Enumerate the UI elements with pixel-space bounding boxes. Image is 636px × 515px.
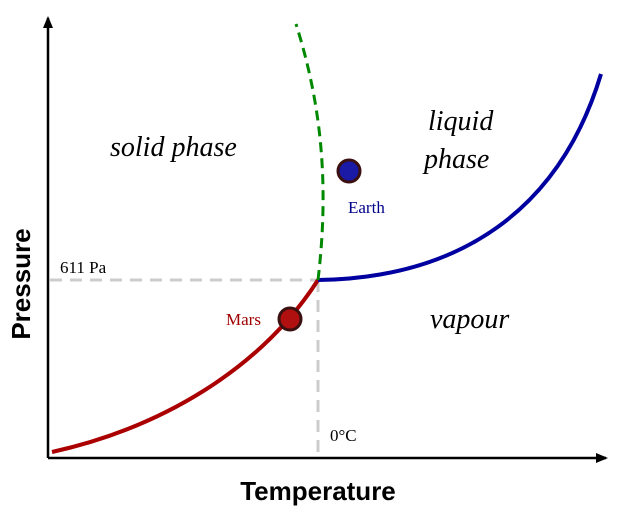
- y-axis-label: Pressure: [6, 228, 36, 339]
- vapour-label: vapour: [430, 304, 509, 335]
- solid-liquid-curve: [294, 23, 325, 281]
- liquid-vapour-curve: [317, 73, 603, 282]
- x-axis-label: Temperature: [240, 476, 396, 506]
- solid-phase-label: solid phase: [110, 132, 237, 163]
- liquid-phase-label-line2: phase: [422, 144, 489, 175]
- mars-point: [277, 306, 303, 332]
- solid-vapour-curve: [51, 278, 320, 454]
- mars-label: Mars: [226, 310, 261, 329]
- pressure-value-label: 611 Pa: [60, 258, 107, 277]
- liquid-phase-label-line1: liquid: [428, 106, 494, 137]
- temperature-value-label: 0°C: [330, 426, 357, 445]
- earth-label: Earth: [348, 198, 385, 217]
- earth-point: [336, 158, 362, 184]
